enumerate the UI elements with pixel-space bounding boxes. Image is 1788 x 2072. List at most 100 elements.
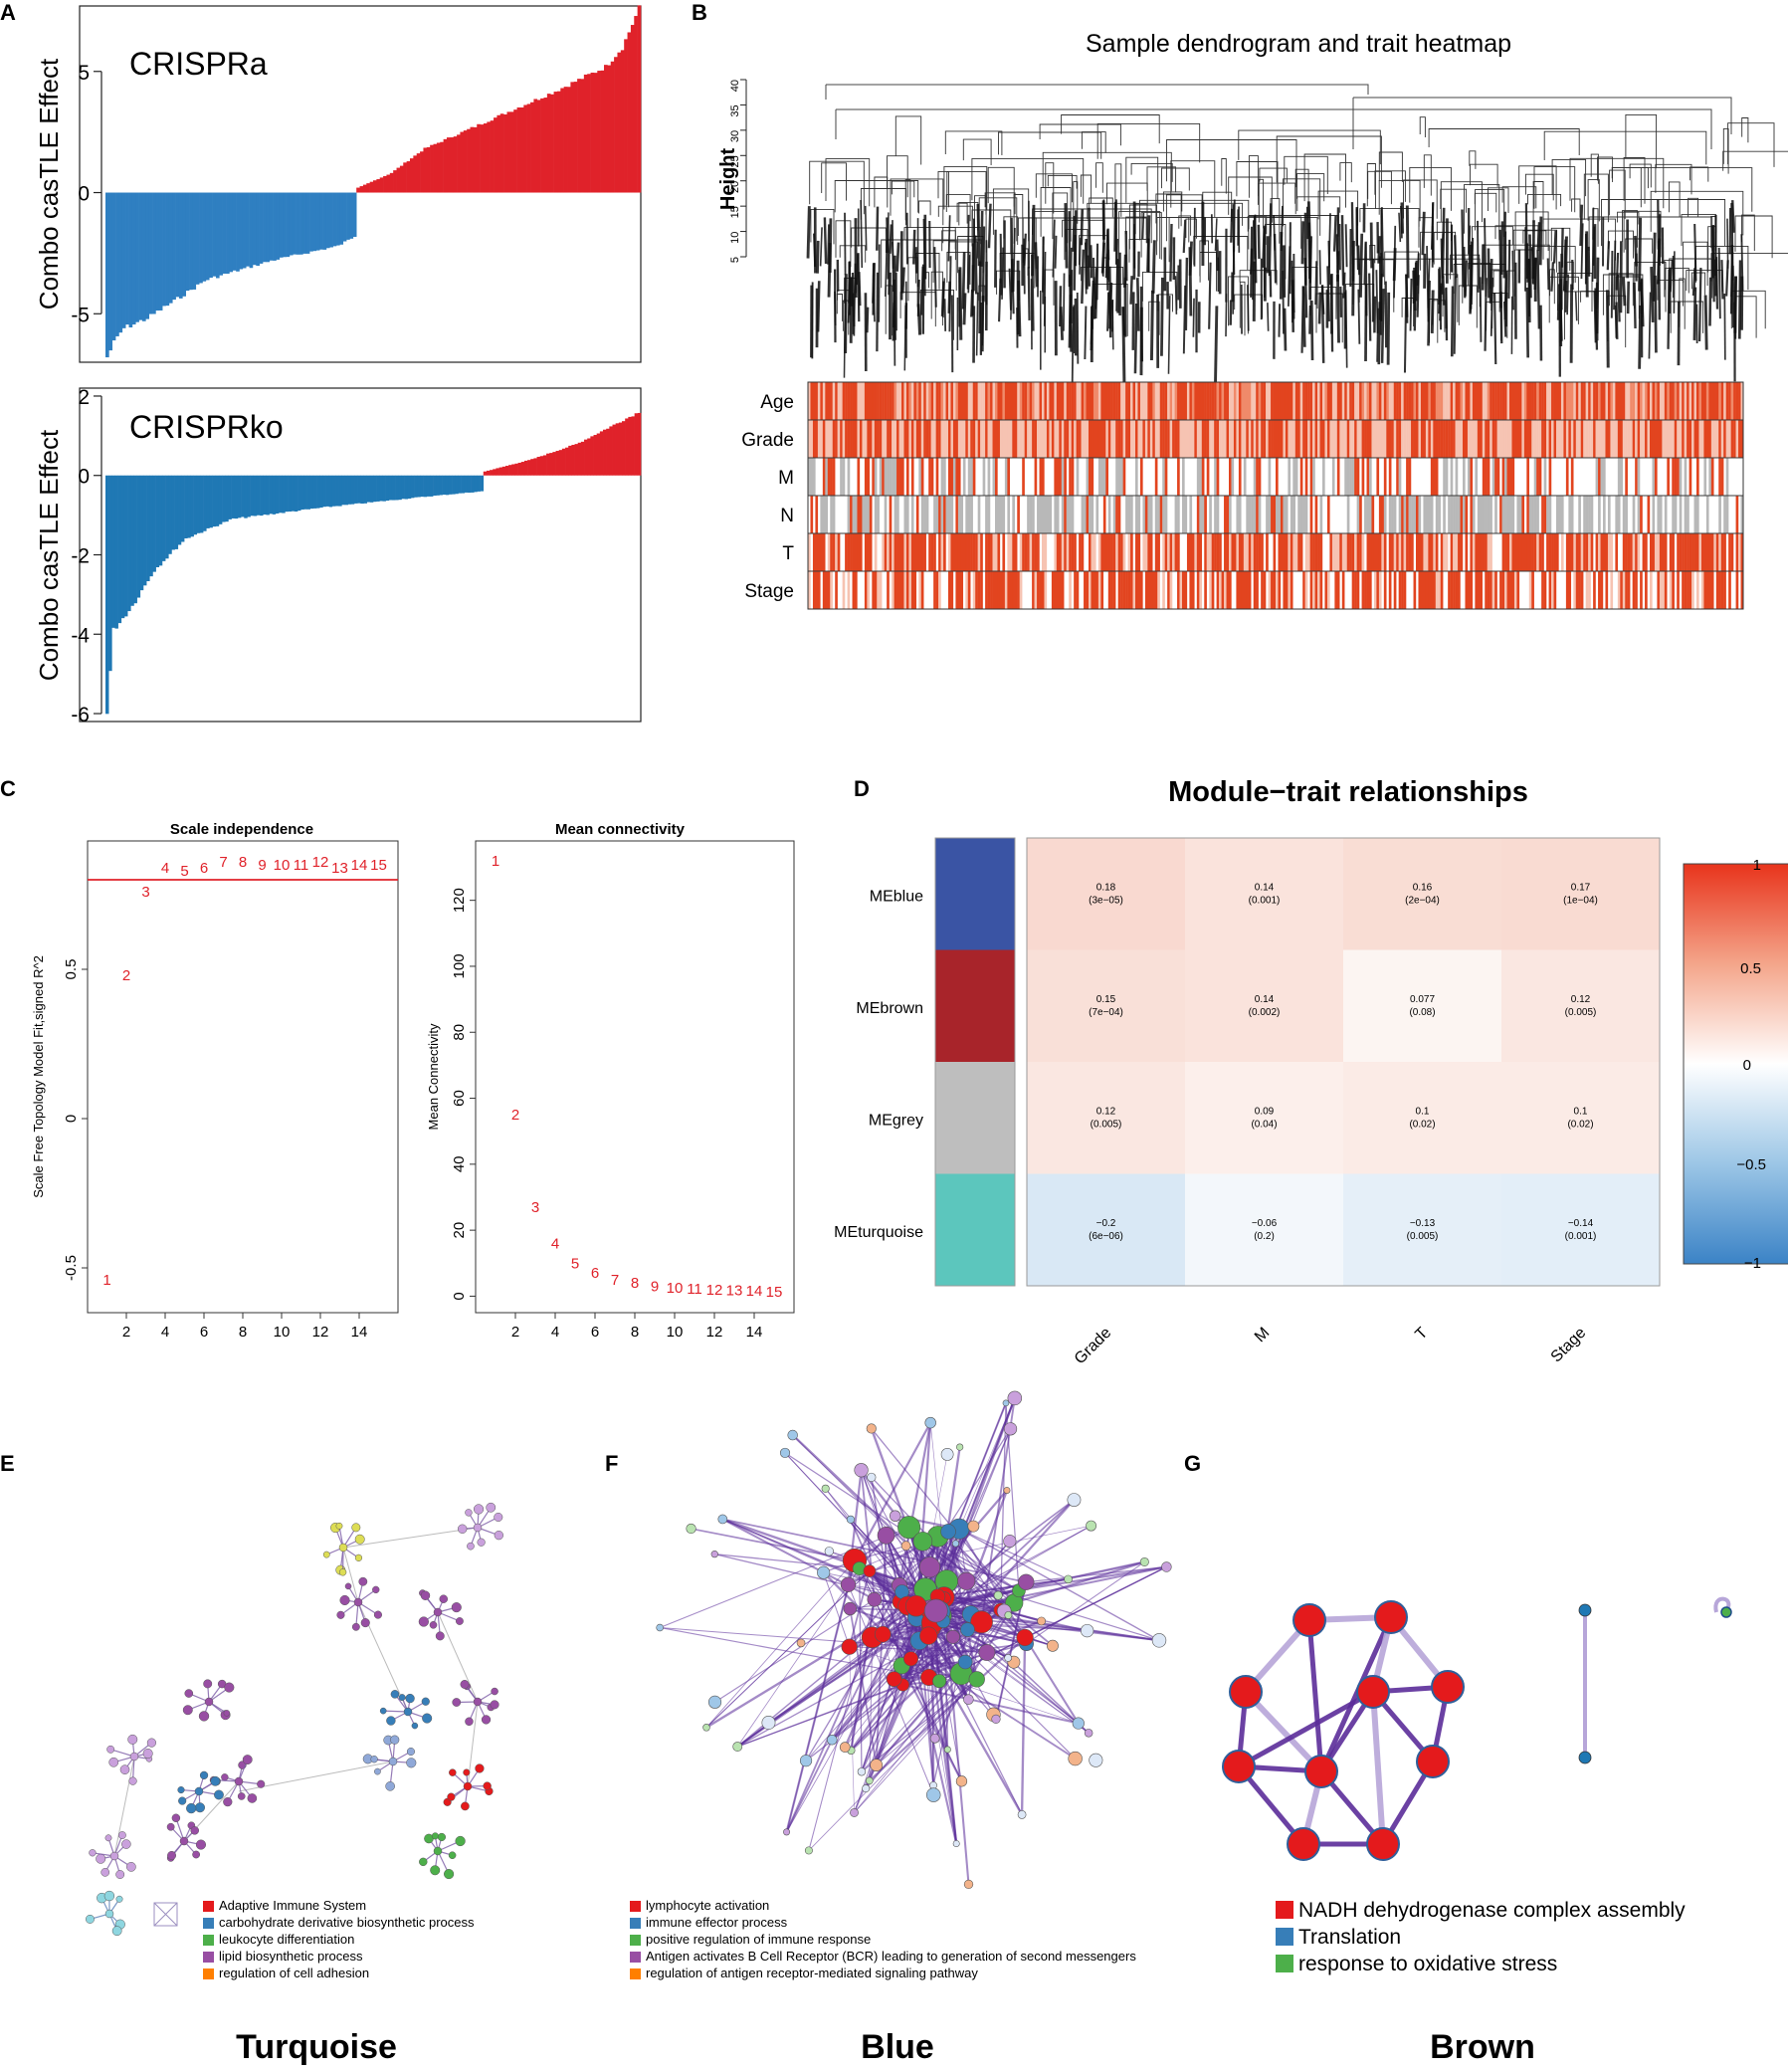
heatmap-cell <box>930 458 934 496</box>
heatmap-cell <box>1042 458 1045 496</box>
heatmap-cell <box>1403 420 1407 458</box>
heatmap-cell <box>1511 420 1515 458</box>
heatmap-cell <box>1491 420 1495 458</box>
bar <box>139 475 144 591</box>
heatmap-cell <box>830 571 833 609</box>
heatmap-cell <box>1037 571 1040 609</box>
heatmap-cell <box>1480 571 1483 609</box>
heatmap-cell <box>952 533 956 571</box>
heatmap-cell <box>1029 382 1033 420</box>
heatmap-cell <box>1408 533 1412 571</box>
network-edge <box>825 1488 929 1612</box>
heatmap-cell <box>1177 571 1180 609</box>
heatmap-cell <box>896 571 899 609</box>
heatmap-cell <box>1490 533 1492 571</box>
heatmap-cell <box>882 533 885 571</box>
sample-leaf <box>1564 281 1568 312</box>
heatmap-cell <box>815 382 819 420</box>
network-node <box>192 1850 201 1859</box>
heatmap-cell <box>1061 496 1065 533</box>
dendrogram-link <box>1469 150 1477 169</box>
legend-node-star <box>104 1909 114 1919</box>
sample-leaf <box>1141 212 1145 240</box>
mc-point-7: 7 <box>611 1272 619 1289</box>
nadh-node <box>1374 1600 1408 1634</box>
heatmap-cell <box>1042 420 1045 458</box>
bar <box>182 192 186 297</box>
heatmap-cell <box>1423 420 1427 458</box>
heatmap-cell <box>1467 458 1471 496</box>
heatmap-cell <box>1612 420 1616 458</box>
heatmap-cell <box>1266 420 1269 458</box>
heatmap-cell <box>903 496 907 533</box>
heatmap-cell <box>987 496 991 533</box>
heatmap-cell <box>1381 496 1385 533</box>
bar <box>403 162 407 193</box>
heatmap-cell <box>1565 382 1569 420</box>
heatmap-cell <box>1135 458 1138 496</box>
heatmap-cell <box>864 496 868 533</box>
nadh-node <box>1287 1827 1320 1861</box>
bar <box>550 94 554 193</box>
bar <box>477 123 481 193</box>
network-node <box>862 1784 871 1793</box>
sample-leaf <box>878 244 881 322</box>
heatmap-cell <box>1371 420 1375 458</box>
heatmap-cell <box>1032 533 1035 571</box>
dendrogram-link <box>1690 272 1706 296</box>
translation-node <box>1578 1751 1592 1764</box>
heatmap-cell <box>1029 496 1033 533</box>
heatmap-cell <box>1647 496 1651 533</box>
heatmap-cell <box>1369 496 1372 533</box>
heatmap-cell <box>1182 571 1185 609</box>
sample-leaf <box>1106 228 1110 261</box>
sample-leaf <box>1409 278 1413 331</box>
heatmap-cell <box>1568 382 1572 420</box>
heatmap-cell <box>822 458 826 496</box>
heatmap-cell <box>1221 382 1225 420</box>
heatmap-cell <box>1516 420 1520 458</box>
heatmap-cell <box>1214 533 1217 571</box>
heatmap-cell <box>985 382 988 420</box>
heatmap-cell <box>1373 382 1377 420</box>
color-scale-bar <box>1683 863 1788 1265</box>
bar <box>561 448 566 476</box>
sample-leaf <box>1733 276 1738 333</box>
heatmap-cell <box>808 458 811 496</box>
heatmap-cell <box>1598 458 1601 496</box>
heatmap-cell <box>1438 571 1441 609</box>
heatmap-cell <box>1696 533 1699 571</box>
heatmap-cell <box>1491 571 1495 609</box>
heatmap-cell <box>1533 382 1537 420</box>
heatmap-cell <box>1044 571 1048 609</box>
heatmap-cell <box>1548 496 1552 533</box>
bar <box>603 429 607 476</box>
heatmap-cell <box>879 420 883 458</box>
heatmap-cell <box>1612 382 1616 420</box>
bar <box>453 136 458 193</box>
bar <box>305 192 310 254</box>
sample-leaf <box>1336 274 1340 343</box>
heatmap-cell <box>1548 458 1552 496</box>
sample-leaf <box>947 215 951 262</box>
heat-cell <box>1185 949 1343 1062</box>
heatmap-cell <box>1580 533 1584 571</box>
y-tick-label: 0 <box>63 1115 80 1123</box>
heatmap-cell <box>1533 533 1537 571</box>
heatmap-cell <box>1127 533 1131 571</box>
network-node <box>119 1764 130 1774</box>
dendrogram-link <box>1162 191 1183 212</box>
bar <box>117 475 122 624</box>
heatmap-cell <box>1139 420 1143 458</box>
bar <box>470 126 475 193</box>
heatmap-cell <box>1425 571 1429 609</box>
heatmap-cell <box>1480 496 1483 533</box>
heatmap-cell <box>867 496 871 533</box>
network-node <box>978 1644 996 1661</box>
bar <box>336 192 340 246</box>
heatmap-cell <box>1393 382 1397 420</box>
network-node <box>903 1651 918 1667</box>
heatmap-cell <box>1413 382 1417 420</box>
dendrogram-link <box>1248 155 1259 205</box>
heatmap-cell <box>1152 571 1155 609</box>
